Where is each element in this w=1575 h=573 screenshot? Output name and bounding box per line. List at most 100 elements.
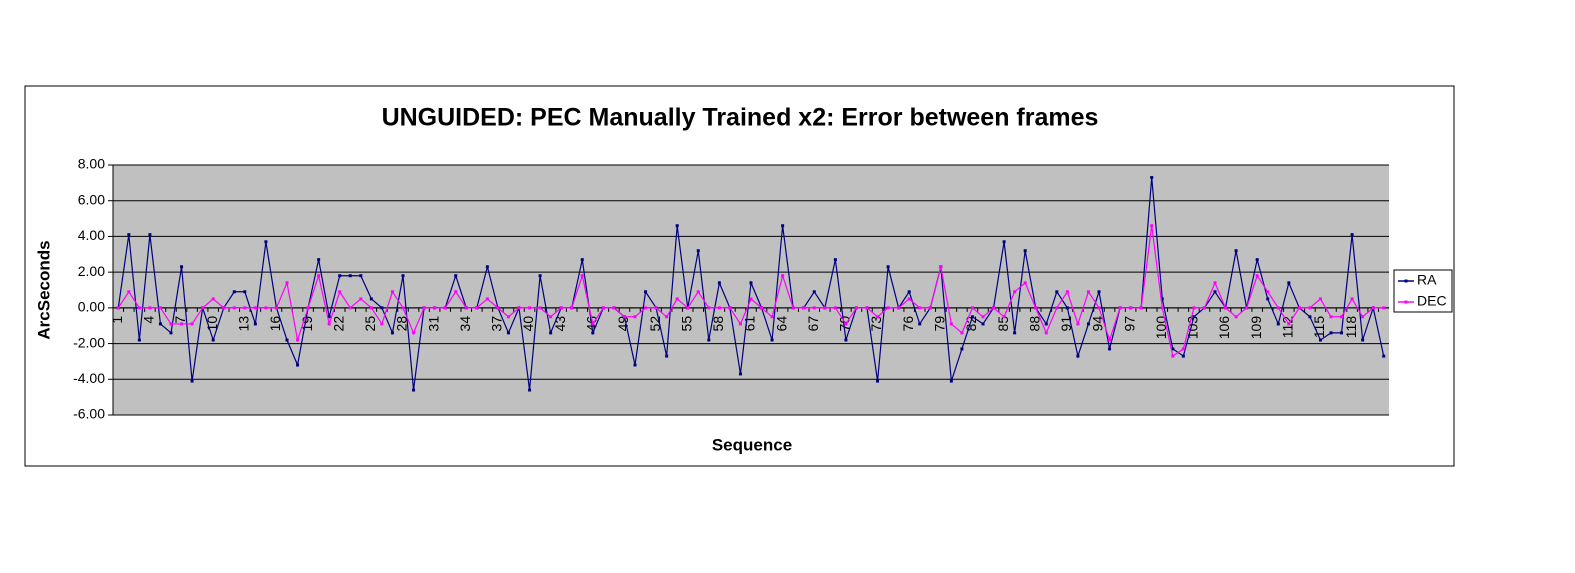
marker	[1297, 306, 1301, 310]
marker	[981, 315, 985, 319]
marker	[243, 290, 247, 294]
marker	[591, 322, 595, 326]
marker	[1192, 306, 1196, 310]
marker	[897, 306, 901, 310]
marker	[865, 306, 869, 310]
marker	[1023, 281, 1027, 285]
marker	[612, 306, 616, 310]
marker	[443, 306, 447, 310]
x-tick-label: 118	[1343, 316, 1359, 339]
marker	[1150, 224, 1154, 228]
legend-marker	[1404, 300, 1408, 304]
marker	[422, 306, 426, 310]
marker	[264, 306, 268, 310]
marker	[633, 363, 637, 367]
marker	[812, 306, 816, 310]
marker	[1234, 315, 1238, 319]
marker	[211, 297, 215, 301]
marker	[1076, 354, 1080, 358]
x-tick-label: 88	[1026, 316, 1042, 332]
marker	[412, 331, 416, 335]
marker	[222, 306, 226, 310]
x-tick-label: 28	[394, 316, 410, 332]
marker	[390, 331, 394, 335]
marker	[1371, 306, 1375, 310]
marker	[359, 297, 363, 301]
legend-label: DEC	[1417, 293, 1447, 309]
x-tick-label: 1	[109, 316, 125, 324]
marker	[992, 306, 996, 310]
marker	[1055, 290, 1059, 294]
marker	[485, 297, 489, 301]
x-tick-label: 4	[141, 316, 157, 324]
marker	[1086, 290, 1090, 294]
marker	[190, 379, 194, 383]
marker	[148, 233, 152, 237]
marker	[833, 258, 837, 262]
y-tick-label: 0.00	[78, 299, 105, 315]
marker	[886, 265, 890, 269]
x-axis-title: Sequence	[712, 435, 792, 454]
x-tick-label: 97	[1121, 316, 1137, 332]
marker	[359, 274, 363, 278]
marker	[317, 274, 321, 278]
x-tick-label: 94	[1090, 316, 1106, 332]
marker	[285, 338, 289, 342]
marker	[738, 322, 742, 326]
marker	[317, 258, 321, 262]
x-tick-label: 109	[1248, 316, 1264, 340]
marker	[528, 306, 532, 310]
x-tick-label: 85	[995, 316, 1011, 332]
marker	[296, 338, 300, 342]
marker	[1213, 290, 1217, 294]
x-tick-label: 16	[267, 316, 283, 332]
marker	[1139, 306, 1143, 310]
marker	[823, 306, 827, 310]
marker	[1171, 354, 1175, 358]
marker	[412, 388, 416, 392]
marker	[201, 306, 205, 310]
x-tick-label: 40	[520, 316, 536, 332]
marker	[1013, 290, 1017, 294]
marker	[717, 281, 721, 285]
marker	[232, 290, 236, 294]
marker	[496, 306, 500, 310]
x-tick-label: 13	[236, 316, 252, 332]
x-tick-label: 115	[1311, 316, 1327, 339]
marker	[380, 306, 384, 310]
marker	[675, 297, 679, 301]
marker	[738, 372, 742, 376]
marker	[580, 258, 584, 262]
marker	[1150, 176, 1154, 179]
marker	[1361, 338, 1365, 342]
x-tick-label: 10	[204, 316, 220, 332]
marker	[1255, 258, 1259, 262]
marker	[686, 306, 690, 310]
x-tick-label: 19	[299, 316, 315, 332]
x-tick-label: 79	[932, 316, 948, 332]
marker	[696, 249, 700, 253]
marker	[981, 322, 985, 326]
marker	[475, 306, 479, 310]
x-tick-label: 76	[900, 316, 916, 332]
marker	[1171, 347, 1175, 351]
marker	[665, 315, 669, 319]
marker	[169, 331, 173, 335]
marker	[844, 338, 848, 342]
x-tick-label: 61	[742, 316, 758, 332]
x-tick-label: 106	[1216, 316, 1232, 340]
marker	[549, 331, 553, 335]
marker	[1329, 331, 1333, 335]
marker	[696, 290, 700, 294]
marker	[1234, 249, 1238, 253]
marker	[327, 322, 331, 326]
marker	[285, 281, 289, 285]
marker	[148, 306, 152, 310]
marker	[928, 306, 932, 310]
marker	[907, 290, 911, 294]
marker	[876, 379, 880, 383]
marker	[1108, 347, 1112, 351]
marker	[180, 265, 184, 269]
marker	[781, 224, 785, 228]
